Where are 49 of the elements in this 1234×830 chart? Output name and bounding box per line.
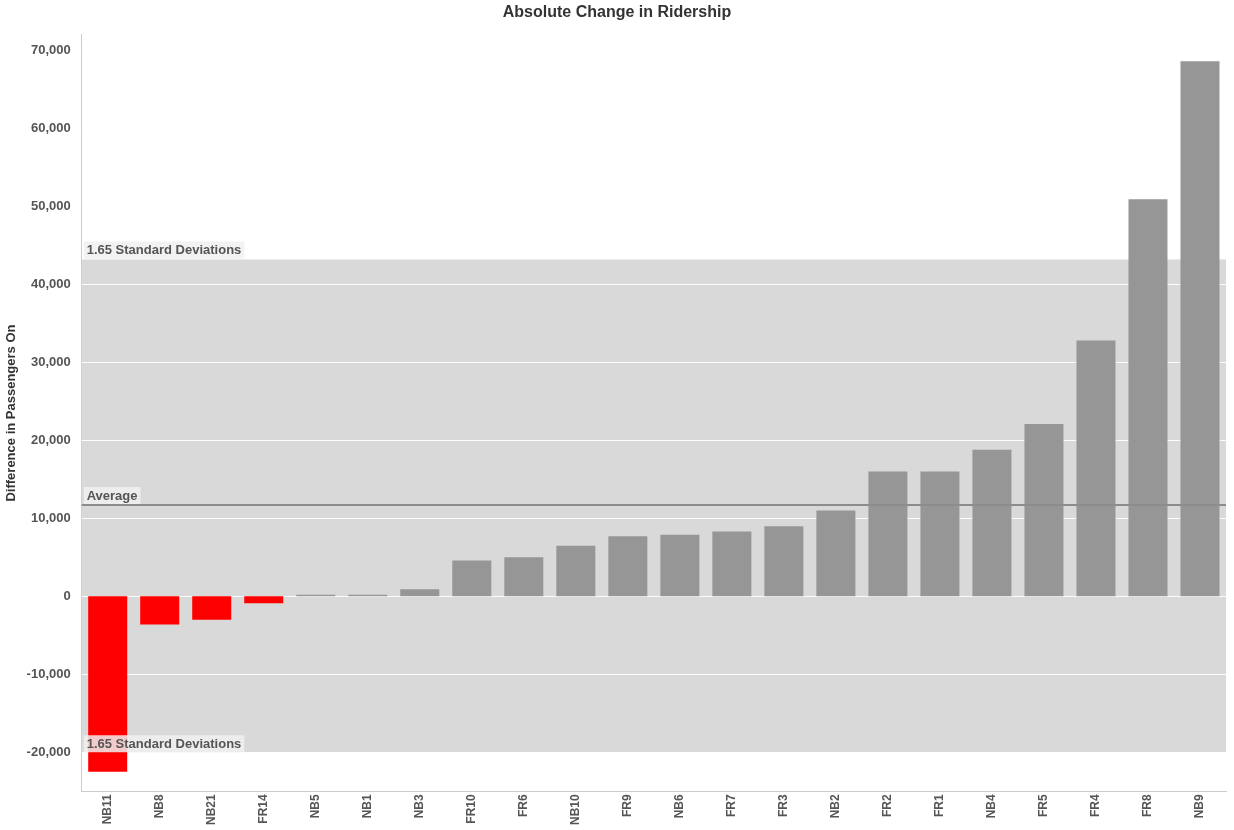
bar bbox=[452, 560, 492, 597]
x-tick-label: FR1 bbox=[932, 794, 947, 817]
chart-title: Absolute Change in Ridership bbox=[501, 2, 733, 22]
x-tick-label: FR5 bbox=[1036, 794, 1051, 817]
bar bbox=[244, 596, 284, 604]
y-axis-title: Difference in Passengers On bbox=[3, 324, 19, 502]
x-tick-label: FR14 bbox=[256, 793, 271, 824]
x-tick-label: FR8 bbox=[1140, 794, 1155, 817]
x-tick-label: FR4 bbox=[1088, 794, 1103, 817]
x-tick-label: NB2 bbox=[828, 794, 843, 819]
x-tick-label: NB11 bbox=[100, 794, 115, 825]
x-tick-label: FR3 bbox=[776, 794, 791, 817]
x-tick-label: FR7 bbox=[724, 794, 739, 817]
y-tick-label: -10,000 bbox=[26, 665, 71, 681]
annotation: 1.65 Standard Deviations bbox=[86, 736, 242, 752]
x-tick-label: NB9 bbox=[1192, 794, 1207, 819]
x-tick-label: FR2 bbox=[880, 794, 895, 817]
x-tick-label: FR6 bbox=[516, 794, 531, 817]
y-tick-label: 0 bbox=[63, 587, 71, 603]
x-tick-label: NB3 bbox=[412, 794, 427, 819]
y-tick-label: 50,000 bbox=[30, 197, 71, 213]
y-tick-label: -20,000 bbox=[26, 743, 71, 759]
x-tick-label: NB1 bbox=[360, 794, 375, 819]
y-tick-label: 60,000 bbox=[30, 119, 71, 135]
x-tick-label: NB10 bbox=[568, 794, 583, 826]
y-tick-label: 10,000 bbox=[30, 509, 71, 525]
bar bbox=[400, 589, 440, 597]
x-tick-label: NB4 bbox=[984, 794, 999, 819]
x-tick-label: FR10 bbox=[464, 793, 479, 824]
x-tick-label: FR9 bbox=[620, 794, 635, 817]
bar bbox=[660, 534, 700, 597]
y-tick-label: 40,000 bbox=[30, 275, 71, 291]
bar bbox=[712, 531, 752, 597]
bar bbox=[504, 557, 544, 597]
y-tick-label: 70,000 bbox=[30, 41, 71, 57]
bar bbox=[764, 526, 804, 597]
band-label: 1.65 Standard Deviations bbox=[86, 242, 242, 258]
x-tick-label: NB8 bbox=[152, 794, 167, 819]
ref-line-label: Average bbox=[86, 488, 138, 504]
bar bbox=[140, 596, 180, 625]
bar bbox=[608, 536, 648, 597]
x-tick-label: NB6 bbox=[672, 794, 687, 819]
y-tick-label: 20,000 bbox=[30, 431, 71, 447]
x-tick-label: NB21 bbox=[204, 794, 219, 826]
x-tick-label: NB5 bbox=[308, 794, 323, 819]
bar bbox=[192, 596, 232, 620]
bar bbox=[556, 545, 596, 597]
bar bbox=[816, 510, 856, 597]
y-tick-label: 30,000 bbox=[30, 353, 71, 369]
